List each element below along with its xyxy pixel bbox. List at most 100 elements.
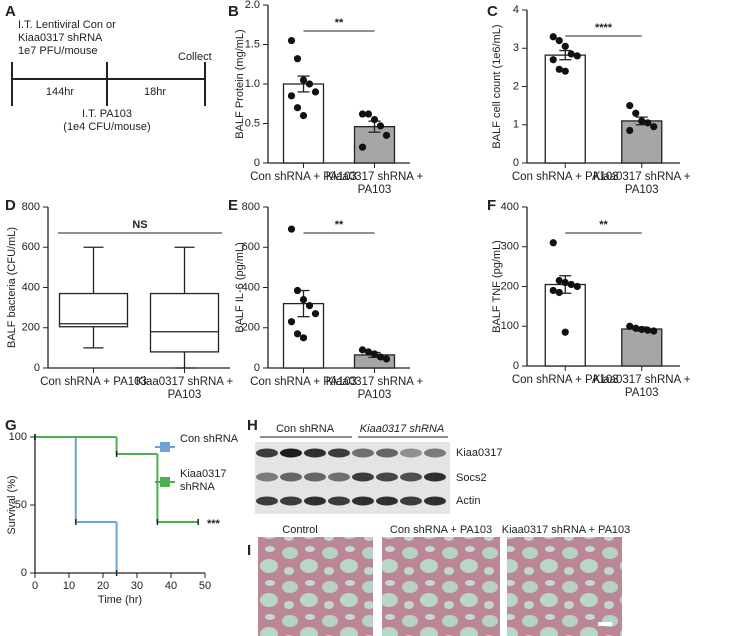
data-point — [382, 355, 391, 363]
data-point — [561, 42, 569, 50]
x-tick-label: Kiaa0317 shRNA + PA103 — [325, 376, 424, 401]
y-tick-label: 200 — [242, 322, 260, 334]
y-tick-label: 400 — [22, 281, 40, 293]
y-tick-label: 1.5 — [245, 38, 260, 50]
y-tick-label: 0 — [21, 567, 27, 579]
data-point — [358, 346, 367, 354]
data-point — [305, 80, 314, 88]
significance: ** — [335, 219, 344, 231]
y-tick-label: 50 — [15, 499, 27, 511]
y-tick-label: 4 — [513, 4, 519, 16]
y-tick-label: 200 — [501, 280, 519, 292]
blot-band — [256, 496, 278, 506]
data-point — [573, 52, 581, 60]
data-point — [567, 280, 575, 289]
x-tick-label: Kiaa0317 shRNA + PA103 — [593, 171, 691, 196]
data-point — [638, 325, 646, 334]
x-tick-label: 20 — [97, 580, 109, 592]
x-tick-label: Con shRNA + PA103 — [250, 376, 357, 388]
significance: **** — [595, 22, 613, 34]
timeline-text: 144hr — [46, 86, 74, 98]
data-point — [650, 327, 658, 335]
data-point — [287, 92, 296, 100]
y-tick-label: 0 — [254, 157, 260, 169]
y-tick-label: 200 — [22, 322, 40, 334]
timeline-text: 18hr — [144, 86, 166, 98]
panel-letter: F — [487, 197, 496, 214]
x-tick-label: 40 — [165, 580, 177, 592]
data-point — [626, 102, 634, 110]
data-point — [549, 239, 557, 247]
data-point — [644, 326, 652, 334]
image-title: Control — [282, 524, 317, 536]
blot-group: Con shRNA — [276, 423, 335, 435]
significance: NS — [132, 219, 147, 231]
box — [58, 292, 129, 328]
blot-band — [304, 472, 326, 482]
histology-image — [507, 537, 622, 636]
y-axis-label: BALF Protein (mg/mL) — [234, 29, 246, 138]
y-tick-label: 2.0 — [245, 0, 260, 11]
y-tick-label: 2 — [513, 80, 519, 92]
panel-letter: H — [247, 417, 258, 434]
x-tick-label: 10 — [63, 580, 75, 592]
data-point — [632, 109, 640, 117]
x-tick-label: Kiaa0317 shRNA + PA103 — [593, 374, 691, 399]
x-axis-label: Time (hr) — [98, 594, 142, 606]
blot-band — [328, 496, 350, 506]
blot-band — [376, 496, 398, 506]
y-tick-label: 3 — [513, 42, 519, 54]
data-point — [299, 334, 308, 342]
significance: ** — [599, 219, 608, 231]
data-point — [299, 295, 308, 304]
data-point — [555, 288, 563, 297]
panel-letter: A — [5, 3, 16, 20]
blot-band — [352, 472, 374, 482]
data-point — [364, 110, 373, 118]
data-point — [561, 278, 569, 287]
data-point — [376, 122, 385, 130]
x-tick-label: Kiaa0317 shRNA + PA103 — [325, 171, 424, 196]
panel-letter: E — [228, 197, 238, 214]
y-axis-label: BALF IL-6 (pg/mL) — [234, 242, 246, 332]
blot-row: Kiaa0317 — [456, 447, 503, 459]
blot-group: Kiaa0317 shRNA — [360, 423, 444, 435]
x-tick-label: 0 — [32, 580, 38, 592]
y-tick-label: 600 — [22, 241, 40, 253]
bar — [621, 328, 663, 367]
data-point — [376, 353, 385, 361]
data-point — [287, 36, 296, 45]
blot-row: Socs2 — [456, 472, 487, 484]
timeline-text: Kiaa0317 shRNA — [18, 32, 103, 44]
blot-band — [256, 448, 278, 458]
data-point — [370, 115, 379, 124]
error-bar — [559, 49, 572, 61]
data-point — [293, 330, 302, 338]
blot-band — [400, 496, 422, 506]
y-tick-label: 800 — [22, 201, 40, 213]
data-point — [358, 143, 367, 151]
data-point — [561, 67, 569, 75]
blot-band — [352, 496, 374, 506]
blot-band — [280, 496, 302, 506]
timeline-text: I.T. PA103 — [82, 108, 132, 120]
data-point — [370, 350, 379, 358]
data-point — [549, 56, 557, 64]
data-point — [567, 50, 575, 58]
y-axis-label: BALF bacteria (CFU/mL) — [6, 227, 18, 348]
annotation: *** — [207, 518, 221, 530]
x-tick-label: Con shRNA + PA103 — [511, 171, 619, 183]
histology-image — [258, 537, 373, 636]
significance: ** — [335, 17, 344, 29]
blot-band — [376, 448, 398, 458]
y-tick-label: 400 — [501, 201, 519, 213]
timeline-text: Collect — [178, 51, 212, 63]
blot-band — [400, 472, 422, 482]
data-point — [650, 123, 658, 131]
blot-band — [424, 472, 446, 482]
y-tick-label: 1.0 — [245, 78, 260, 90]
data-point — [311, 88, 320, 96]
data-point — [555, 37, 563, 45]
panel-letter: D — [5, 197, 16, 214]
x-tick-label: 30 — [131, 580, 143, 592]
